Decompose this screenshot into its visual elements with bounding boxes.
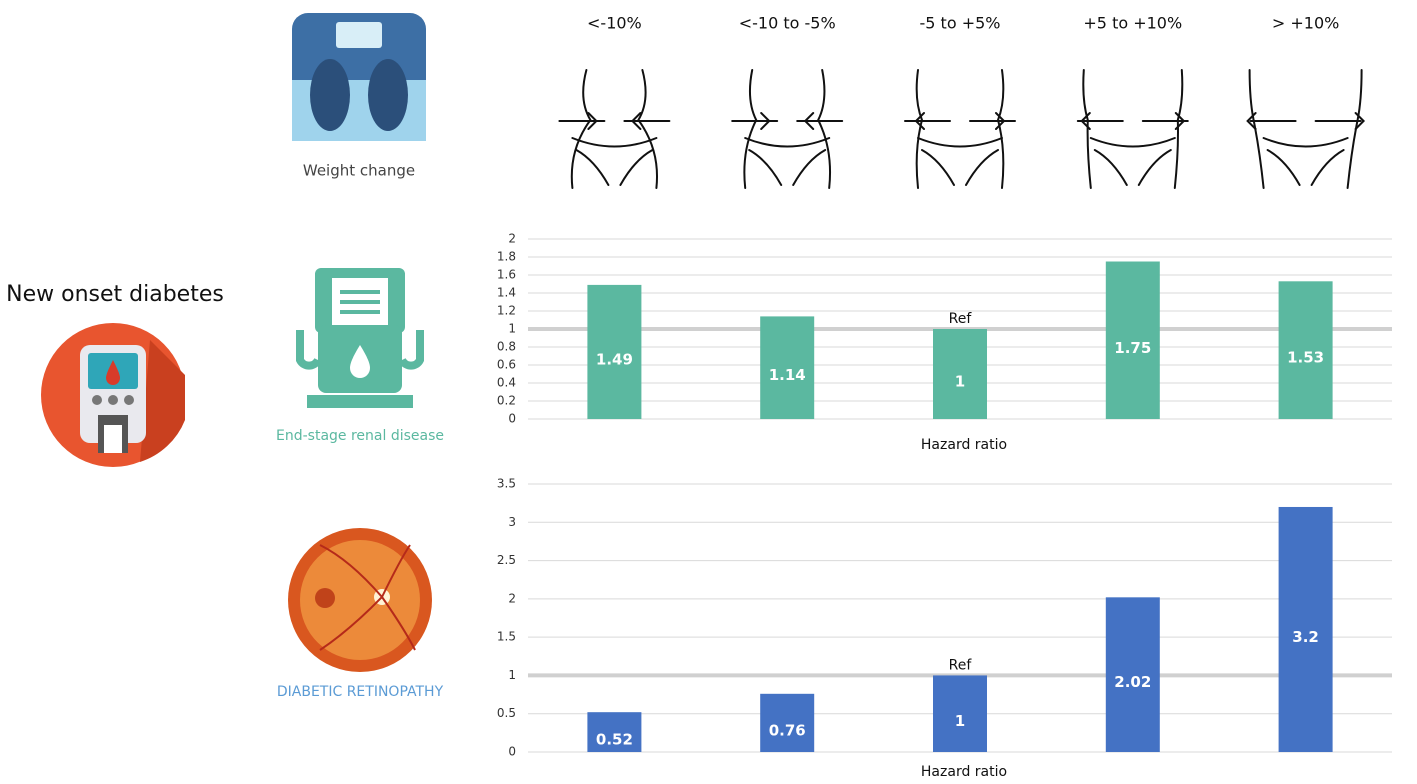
category-label: +5 to +10% [1083, 14, 1182, 33]
x-axis-title: Hazard ratio [921, 764, 1007, 780]
bar [933, 675, 987, 752]
arrow [558, 112, 671, 130]
body-figure [743, 69, 832, 189]
y-tick-label: 1 [508, 322, 516, 336]
bar [760, 316, 815, 419]
bar [1105, 597, 1160, 752]
y-tick-label: 1.5 [497, 630, 516, 644]
y-tick-label: 3.5 [497, 477, 516, 491]
glucose-icon [41, 323, 185, 467]
value-label: 1.53 [1287, 349, 1324, 367]
y-tick-label: 0.6 [497, 358, 516, 372]
y-tick-label: 1 [508, 668, 516, 682]
bar [933, 329, 987, 419]
value-label: 2.02 [1114, 673, 1151, 691]
arrow [1076, 112, 1189, 130]
category-label: <-10 to -5% [739, 14, 836, 33]
y-tick-label: 3 [508, 515, 516, 529]
y-tick-label: 0.4 [497, 376, 516, 390]
y-tick-label: 0.8 [497, 340, 516, 354]
bar [587, 284, 642, 419]
y-tick-label: 2.5 [497, 553, 516, 567]
body-figure [1082, 69, 1184, 189]
scale-icon [292, 13, 426, 141]
arrow [731, 112, 844, 130]
reference-label: Ref [949, 657, 973, 673]
value-label: 1.14 [769, 366, 806, 384]
y-tick-label: 1.4 [497, 286, 516, 300]
y-tick-label: 1.6 [497, 268, 516, 282]
weight-change-label: Weight change [303, 162, 415, 180]
y-tick-label: 2 [508, 232, 516, 246]
category-label: -5 to +5% [920, 14, 1001, 33]
y-tick-label: 0 [508, 745, 516, 759]
bar [760, 693, 815, 752]
value-label: 0.52 [596, 731, 633, 749]
chart-label: DIABETIC RETINOPATHY [277, 684, 444, 700]
value-label: 1 [955, 373, 965, 391]
retina-icon [288, 528, 432, 672]
value-label: 1.75 [1114, 339, 1151, 357]
y-tick-label: 0.2 [497, 394, 516, 408]
arrow [904, 112, 1016, 130]
y-tick-label: 0.5 [497, 706, 516, 720]
y-tick-label: 1.8 [497, 250, 516, 264]
bar [587, 712, 642, 752]
bar [1105, 261, 1160, 419]
arrow [1246, 112, 1366, 130]
y-tick-label: 2 [508, 591, 516, 605]
value-label: 1 [955, 712, 965, 730]
y-tick-label: 1.2 [497, 304, 516, 318]
title: New onset diabetes [6, 282, 224, 307]
reference-label: Ref [949, 311, 973, 327]
body-figure [570, 69, 658, 189]
category-label: > +10% [1272, 14, 1339, 33]
body-figure [1248, 69, 1363, 189]
renal-icon [296, 268, 424, 408]
value-label: 3.2 [1292, 628, 1319, 646]
value-label: 1.49 [596, 350, 633, 368]
chart-label: End-stage renal disease [276, 428, 444, 444]
x-axis-title: Hazard ratio [921, 437, 1007, 453]
y-tick-label: 0 [508, 412, 516, 426]
bar [1278, 281, 1333, 419]
category-label: <-10% [587, 14, 642, 33]
body-figure [915, 69, 1005, 189]
value-label: 0.76 [769, 721, 806, 739]
bar [1278, 506, 1333, 752]
